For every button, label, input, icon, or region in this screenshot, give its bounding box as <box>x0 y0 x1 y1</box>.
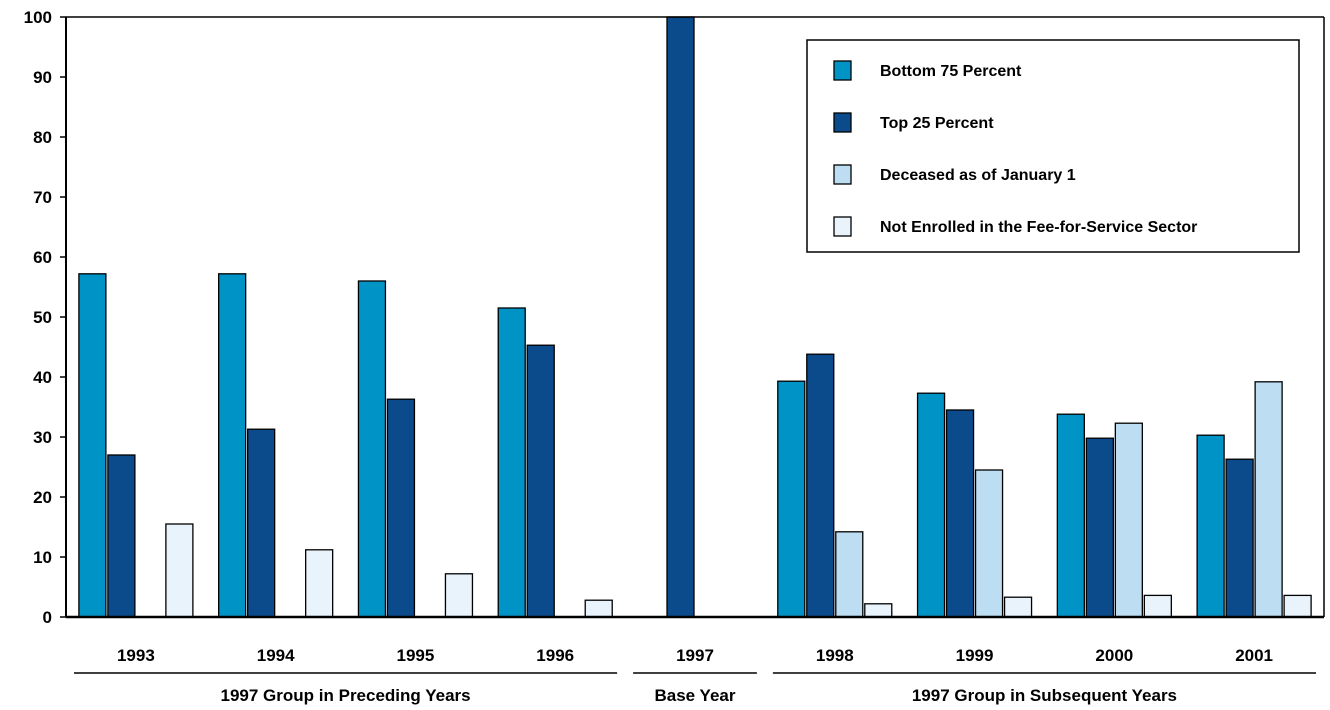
bar <box>777 380 806 618</box>
bar <box>497 307 526 618</box>
legend-swatch <box>833 60 852 81</box>
bar <box>1225 458 1254 618</box>
y-tick-label: 90 <box>33 68 52 87</box>
bar <box>444 573 474 618</box>
bar <box>305 549 334 618</box>
bar <box>78 273 107 618</box>
group-label: 1997 Group in Preceding Years <box>221 686 471 705</box>
bar <box>974 469 1004 618</box>
bar <box>107 454 136 618</box>
y-tick-label: 100 <box>24 8 52 27</box>
y-tick-label: 60 <box>33 248 52 267</box>
x-tick-label: 1998 <box>816 646 854 665</box>
bar <box>806 353 835 618</box>
bar <box>835 531 864 618</box>
y-tick-label: 50 <box>33 308 52 327</box>
group-label: Base Year <box>655 686 736 705</box>
y-tick-label: 10 <box>33 548 52 567</box>
bar <box>1085 437 1114 618</box>
bar <box>357 280 387 618</box>
legend: Bottom 75 Percent Top 25 Percent Deceased … <box>806 39 1300 253</box>
bar <box>1056 413 1085 618</box>
x-tick-label: 2000 <box>1095 646 1133 665</box>
bar <box>584 599 613 618</box>
x-tick-label: 1997 <box>676 646 714 665</box>
legend-swatch <box>833 112 852 133</box>
bar <box>1283 594 1312 618</box>
group-labels: 1997 Group in Preceding Years Base Year 19… <box>74 672 1316 705</box>
legend-label: Not Enrolled in the Fee-for-Service Sect… <box>880 219 1197 236</box>
x-tick-label: 1995 <box>397 646 435 665</box>
bar <box>916 392 946 618</box>
legend-label: Top 25 Percent <box>880 115 994 132</box>
y-tick-label: 0 <box>43 608 52 627</box>
axes-frame <box>65 16 1325 619</box>
legend-box <box>806 39 1300 253</box>
y-axis-ticks: 0 10 20 30 40 50 60 70 80 90 100 <box>24 8 66 627</box>
bar <box>1143 594 1172 618</box>
bar <box>247 428 276 618</box>
legend-swatch <box>833 164 852 185</box>
x-tick-label: 1996 <box>536 646 574 665</box>
legend-label: Bottom 75 Percent <box>880 63 1022 80</box>
bar <box>386 398 416 618</box>
legend-label: Deceased as of January 1 <box>880 167 1076 184</box>
x-tick-label: 1993 <box>117 646 155 665</box>
x-tick-label: 1994 <box>257 646 295 665</box>
bar <box>1196 434 1225 618</box>
group-label: 1997 Group in Subsequent Years <box>912 686 1177 705</box>
x-tick-label: 2001 <box>1235 646 1273 665</box>
y-tick-label: 40 <box>33 368 52 387</box>
bar <box>218 273 247 618</box>
bar <box>1254 381 1283 618</box>
bar <box>1114 422 1143 618</box>
bar <box>1003 596 1033 618</box>
legend-swatch <box>833 216 852 237</box>
bar <box>945 409 975 618</box>
y-tick-label: 20 <box>33 488 52 507</box>
bar <box>526 344 555 618</box>
y-tick-label: 30 <box>33 428 52 447</box>
y-tick-label: 80 <box>33 128 52 147</box>
bar <box>165 523 194 618</box>
bar <box>666 16 695 618</box>
bars-layer <box>78 16 1312 618</box>
y-tick-label: 70 <box>33 188 52 207</box>
x-axis-labels: 1993 1994 1995 1996 1997 1998 1999 2000 2001 <box>117 646 1273 665</box>
x-tick-label: 1999 <box>956 646 994 665</box>
bar <box>864 603 893 618</box>
